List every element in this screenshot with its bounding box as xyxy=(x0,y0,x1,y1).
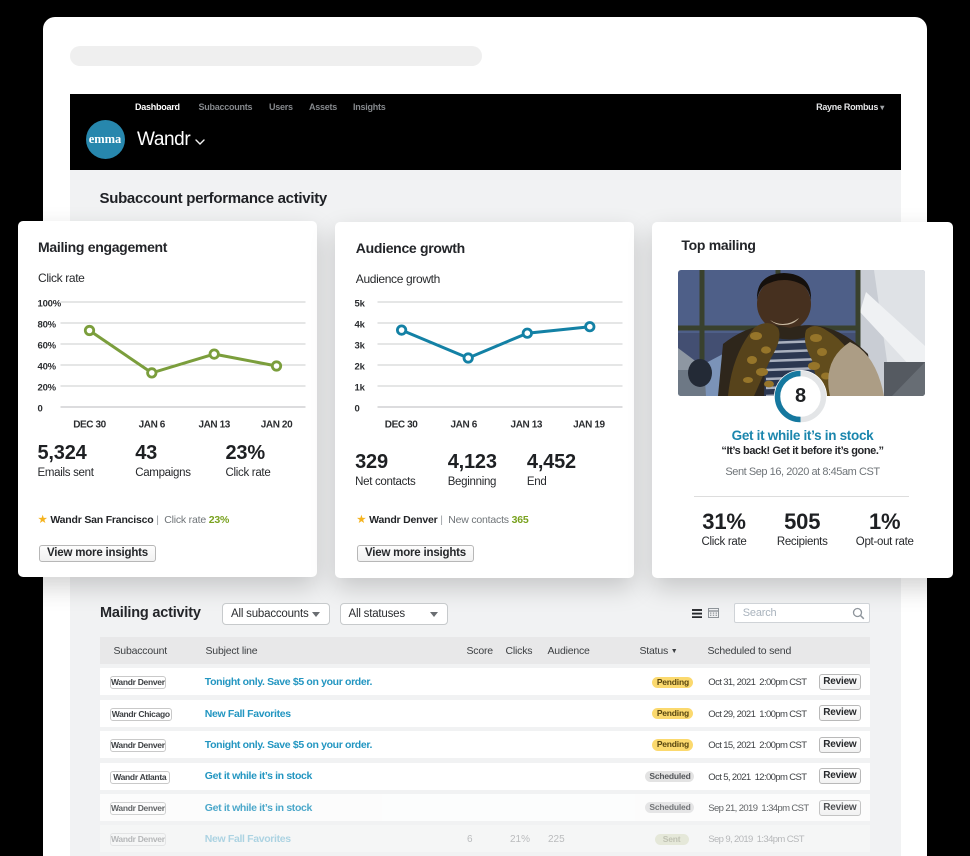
svg-text:2k: 2k xyxy=(355,361,366,372)
svg-text:5k: 5k xyxy=(355,298,366,309)
svg-text:1k: 1k xyxy=(355,382,366,393)
svg-text:4k: 4k xyxy=(355,319,366,330)
svg-text:40%: 40% xyxy=(37,361,56,372)
svg-text:0: 0 xyxy=(37,403,42,414)
svg-text:JAN 13: JAN 13 xyxy=(198,419,230,430)
svg-text:JAN 20: JAN 20 xyxy=(260,419,292,430)
svg-text:JAN 19: JAN 19 xyxy=(573,419,605,430)
svg-text:3k: 3k xyxy=(355,340,366,351)
svg-text:DEC 30: DEC 30 xyxy=(73,419,106,430)
svg-text:60%: 60% xyxy=(37,340,56,351)
svg-text:JAN 13: JAN 13 xyxy=(511,419,543,430)
svg-text:DEC 30: DEC 30 xyxy=(385,419,418,430)
svg-text:100%: 100% xyxy=(37,298,61,309)
svg-text:JAN 6: JAN 6 xyxy=(138,419,165,430)
svg-text:0: 0 xyxy=(355,403,360,414)
svg-text:20%: 20% xyxy=(37,382,56,393)
svg-text:JAN 6: JAN 6 xyxy=(451,419,478,430)
svg-text:80%: 80% xyxy=(37,319,56,330)
